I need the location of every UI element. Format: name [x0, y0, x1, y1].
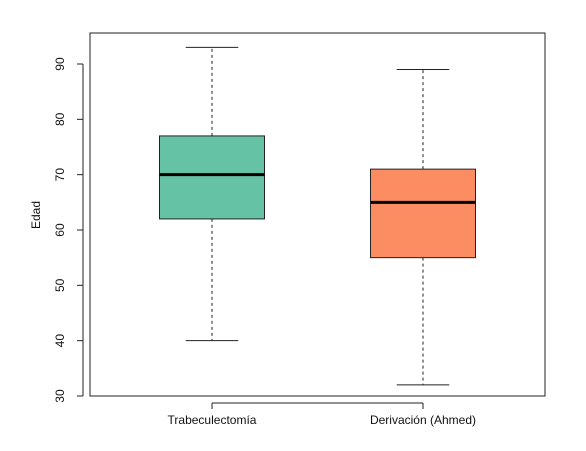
plot-frame	[89, 32, 546, 397]
x-axis: Trabeculectomía Derivación (Ahmed)	[168, 402, 476, 427]
box-group	[370, 69, 476, 386]
x-tick-label: Trabeculectomía	[168, 413, 257, 427]
y-tick-label: 80	[53, 112, 67, 126]
y-tick-label: 70	[53, 168, 67, 182]
box-group	[159, 46, 265, 342]
y-tick-label: 50	[53, 278, 67, 292]
y-axis: 30 40 50 60 70 80 90	[53, 57, 84, 403]
y-tick-label: 60	[53, 223, 67, 237]
y-axis-label: Edad	[29, 201, 43, 229]
y-tick-label: 30	[53, 389, 67, 403]
x-tick-label: Derivación (Ahmed)	[370, 413, 476, 427]
iqr-box	[370, 168, 476, 259]
y-tick-label: 90	[53, 57, 67, 71]
y-tick-label: 40	[53, 334, 67, 348]
iqr-box	[159, 135, 265, 220]
boxes	[159, 46, 476, 386]
